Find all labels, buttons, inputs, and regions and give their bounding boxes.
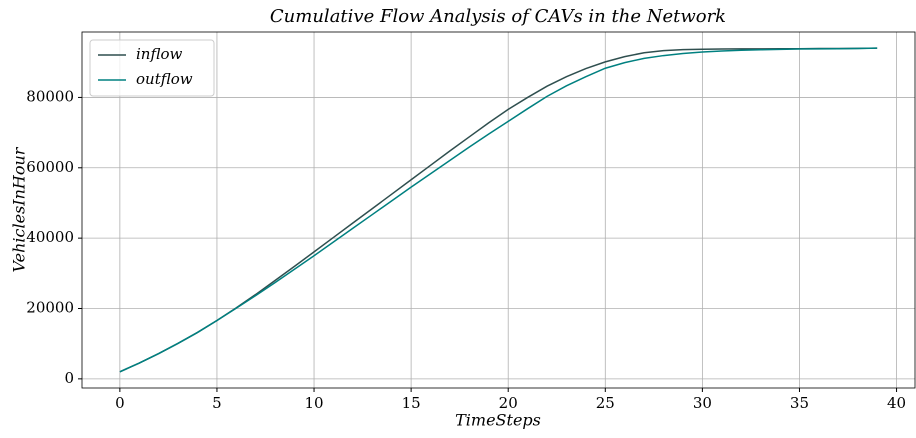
line-series <box>119 47 878 373</box>
legend-label: inflow <box>136 45 182 63</box>
x-tick-label: 5 <box>212 394 222 412</box>
x-tick-label: 10 <box>304 394 323 412</box>
y-axis-label: VehiclesInHour <box>10 146 29 272</box>
x-tick-label: 15 <box>402 394 421 412</box>
x-tick-label: 0 <box>115 394 125 412</box>
y-tick-label: 80000 <box>26 87 74 105</box>
x-tick-label: 35 <box>790 394 809 412</box>
legend-box <box>89 39 215 97</box>
x-tick-label: 20 <box>499 394 518 412</box>
x-tick-label: 30 <box>693 394 712 412</box>
y-tick-label: 0 <box>64 369 74 387</box>
plot-frame <box>81 31 916 389</box>
legend-label: outflow <box>136 70 193 88</box>
y-tick-label: 20000 <box>26 298 74 316</box>
line-series <box>119 47 878 373</box>
x-tick-label: 25 <box>596 394 615 412</box>
x-axis-label: TimeSteps <box>455 411 541 430</box>
y-tick-label: 40000 <box>26 228 74 246</box>
chart-title: Cumulative Flow Analysis of CAVs in the … <box>270 6 726 27</box>
y-tick-label: 60000 <box>26 158 74 176</box>
x-tick-label: 40 <box>887 394 906 412</box>
